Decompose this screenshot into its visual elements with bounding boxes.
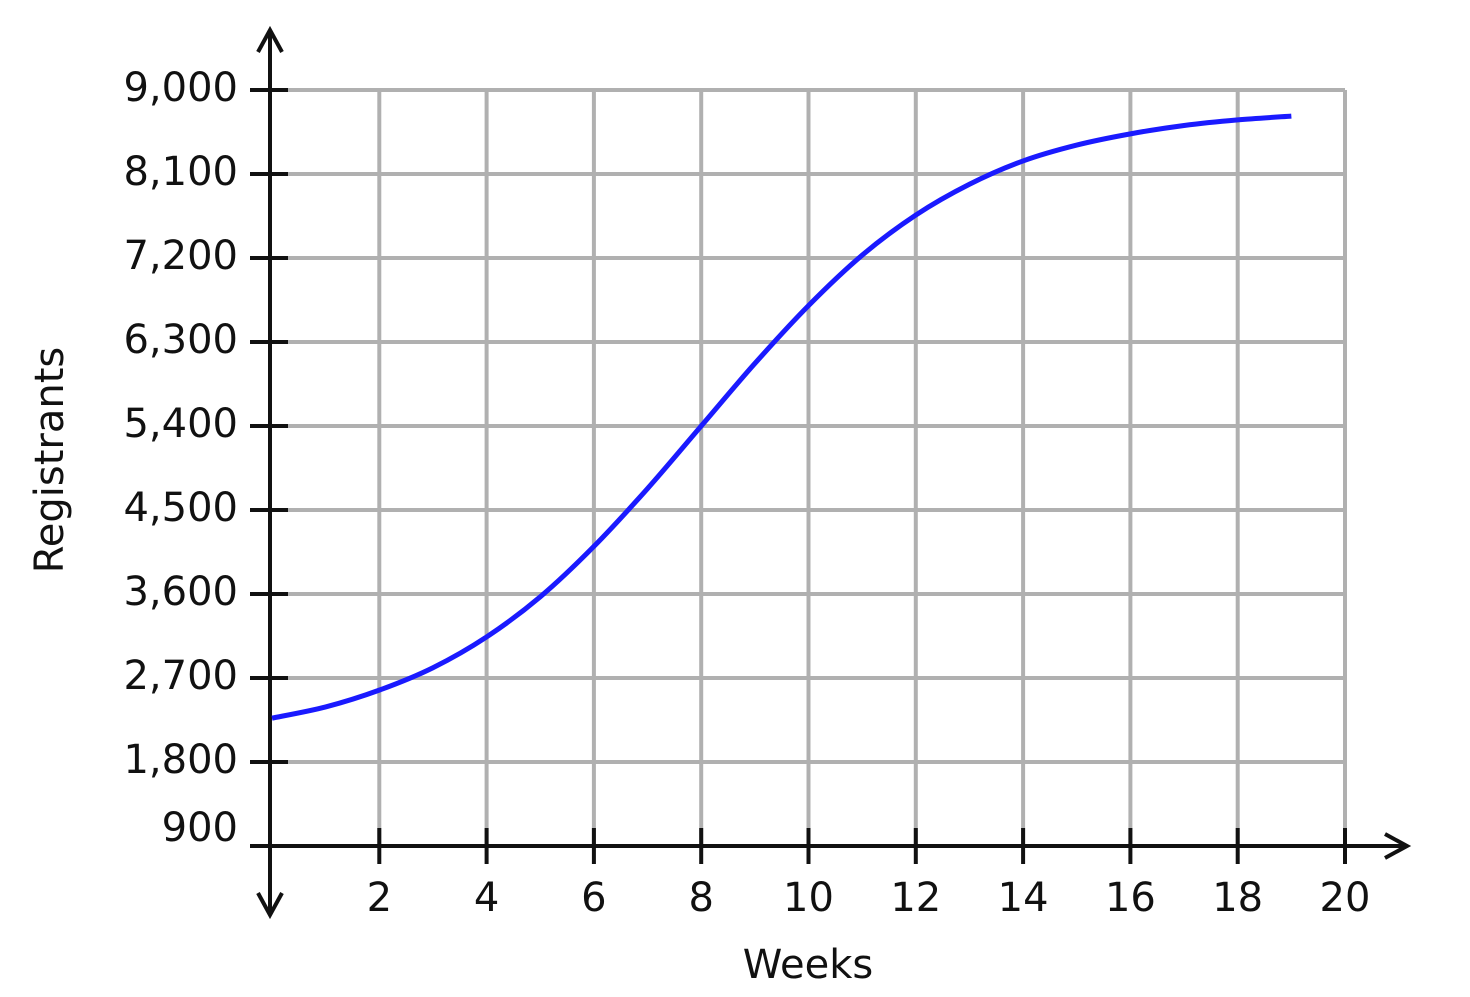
data-line bbox=[271, 113, 1292, 721]
y-axis-arrow-top bbox=[256, 25, 284, 53]
y-tick-label: 2,700 bbox=[123, 653, 238, 699]
x-tick-label: 4 bbox=[474, 875, 499, 921]
x-tick-label: 8 bbox=[688, 875, 713, 921]
x-tick-label: 18 bbox=[1212, 875, 1263, 921]
y-tick-label: 4,500 bbox=[123, 485, 238, 531]
x-tick-label: 2 bbox=[367, 875, 392, 921]
x-tick-label: 20 bbox=[1320, 875, 1371, 921]
y-tick-label: 6,300 bbox=[123, 317, 238, 363]
x-tick-label: 14 bbox=[998, 875, 1049, 921]
x-axis-arrow bbox=[1384, 832, 1412, 860]
y-axis-title: Registrants bbox=[27, 347, 73, 573]
y-tick-label: 900 bbox=[162, 805, 238, 851]
y-tick-label: 5,400 bbox=[123, 401, 238, 447]
x-axis-title: Weeks bbox=[743, 942, 873, 988]
x-tick-label: 12 bbox=[890, 875, 941, 921]
x-tick-label: 10 bbox=[783, 875, 834, 921]
y-tick-label: 1,800 bbox=[123, 737, 238, 783]
y-tick-label: 9,000 bbox=[123, 65, 238, 111]
y-tick-label: 8,100 bbox=[123, 149, 238, 195]
x-tick-label: 6 bbox=[581, 875, 606, 921]
y-axis-arrow-bottom bbox=[256, 892, 284, 920]
x-tick-label: 16 bbox=[1105, 875, 1156, 921]
y-tick-label: 7,200 bbox=[123, 233, 238, 279]
y-tick-label: 3,600 bbox=[123, 569, 238, 615]
